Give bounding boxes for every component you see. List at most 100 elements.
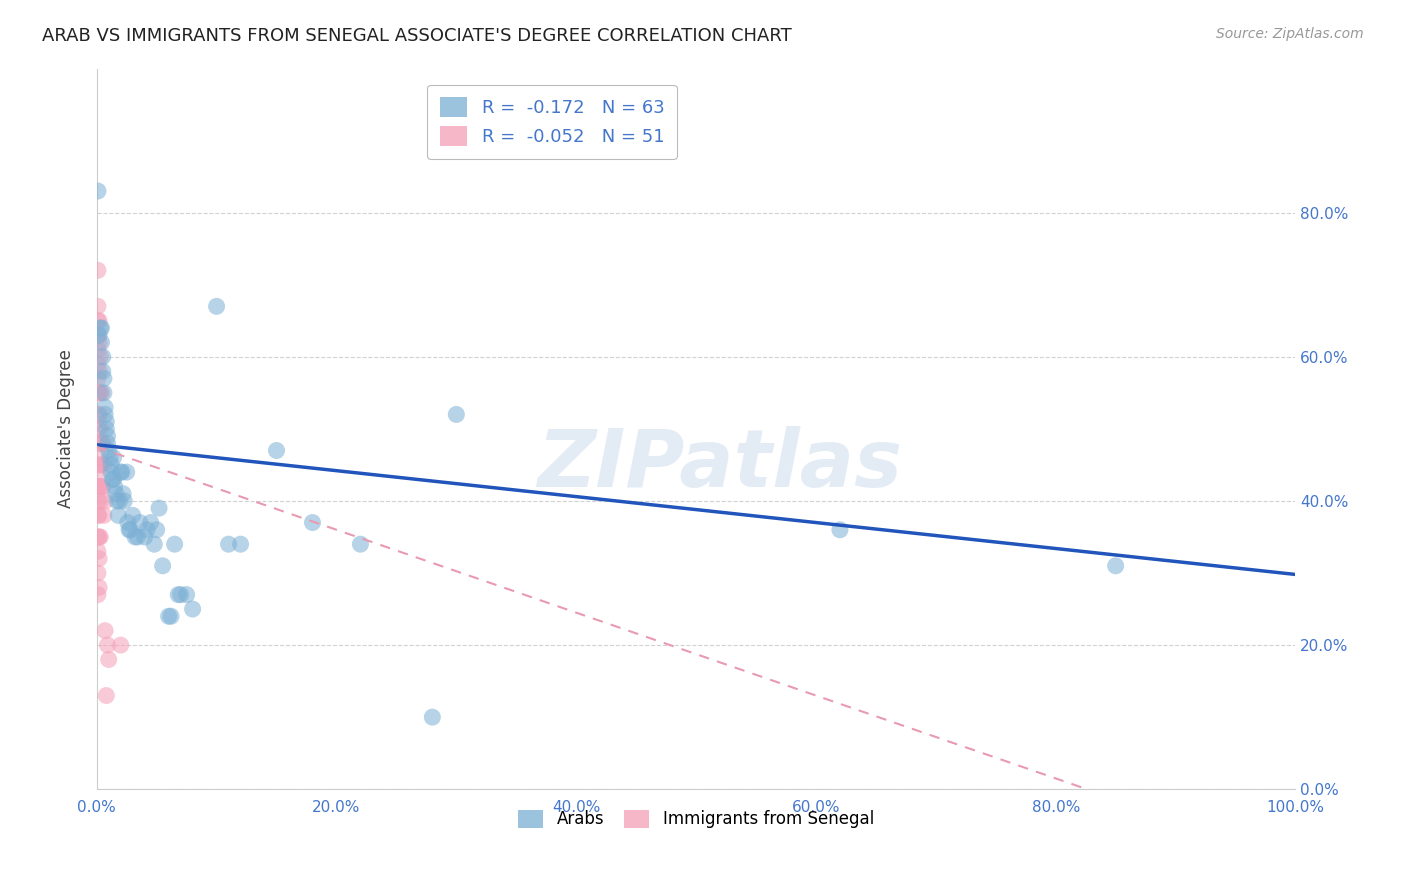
Point [301, 516, 323, 530]
Point [93, 508, 115, 523]
Point [136, 523, 159, 537]
Point [90, 436, 112, 450]
Point [139, 516, 162, 530]
Point [87, 479, 110, 493]
Point [87, 458, 110, 472]
Point [87, 436, 110, 450]
Point [160, 609, 183, 624]
Point [100, 465, 122, 479]
Point [107, 508, 129, 523]
Point [134, 530, 156, 544]
Point [169, 588, 191, 602]
Point [94, 624, 117, 638]
Point [181, 602, 204, 616]
Point [446, 408, 468, 422]
Point [120, 523, 142, 537]
Point [87, 385, 110, 400]
Point [176, 588, 198, 602]
Point [87, 508, 110, 523]
Point [87, 494, 110, 508]
Point [143, 537, 166, 551]
Point [90, 479, 112, 493]
Point [87, 357, 110, 371]
Point [89, 321, 111, 335]
Point [87, 314, 110, 328]
Point [205, 299, 228, 313]
Point [167, 588, 190, 602]
Point [87, 465, 110, 479]
Point [87, 408, 110, 422]
Point [87, 328, 110, 343]
Point [163, 537, 186, 551]
Point [112, 487, 135, 501]
Point [104, 479, 127, 493]
Point [89, 350, 111, 364]
Point [115, 465, 138, 479]
Point [89, 422, 111, 436]
Point [96, 436, 118, 450]
Point [111, 465, 134, 479]
Point [91, 364, 114, 378]
Point [148, 501, 170, 516]
Point [117, 516, 139, 530]
Point [87, 551, 110, 566]
Point [93, 385, 115, 400]
Point [218, 537, 240, 551]
Point [103, 472, 125, 486]
Point [87, 566, 110, 580]
Point [96, 422, 118, 436]
Point [87, 544, 110, 558]
Point [91, 436, 114, 450]
Point [87, 436, 110, 450]
Point [87, 408, 110, 422]
Point [87, 450, 110, 465]
Point [87, 263, 110, 277]
Point [89, 385, 111, 400]
Point [87, 508, 110, 523]
Point [87, 364, 110, 378]
Point [87, 422, 110, 436]
Point [97, 652, 120, 666]
Point [93, 458, 115, 472]
Point [90, 335, 112, 350]
Point [349, 537, 371, 551]
Point [96, 429, 118, 443]
Point [100, 458, 122, 472]
Point [422, 710, 444, 724]
Point [121, 508, 143, 523]
Point [87, 184, 110, 198]
Point [96, 689, 118, 703]
Point [266, 443, 288, 458]
Point [89, 494, 111, 508]
Point [96, 415, 118, 429]
Point [94, 494, 117, 508]
Point [90, 321, 112, 335]
Text: ARAB VS IMMIGRANTS FROM SENEGAL ASSOCIATE'S DEGREE CORRELATION CHART: ARAB VS IMMIGRANTS FROM SENEGAL ASSOCIAT… [42, 27, 792, 45]
Point [108, 494, 131, 508]
Point [110, 465, 132, 479]
Point [90, 385, 112, 400]
Point [828, 523, 851, 537]
Point [93, 371, 115, 385]
Point [103, 450, 125, 465]
Point [87, 479, 110, 493]
Point [89, 530, 111, 544]
Point [87, 328, 110, 343]
Point [89, 458, 111, 472]
Point [91, 350, 114, 364]
Point [87, 530, 110, 544]
Text: Source: ZipAtlas.com: Source: ZipAtlas.com [1216, 27, 1364, 41]
Point [229, 537, 252, 551]
Point [104, 487, 127, 501]
Point [87, 530, 110, 544]
Point [87, 299, 110, 313]
Text: ZIPatlas: ZIPatlas [537, 425, 903, 504]
Point [97, 443, 120, 458]
Point [87, 371, 110, 385]
Point [105, 494, 128, 508]
Point [124, 530, 146, 544]
Point [94, 408, 117, 422]
Point [152, 558, 174, 573]
Point [112, 494, 135, 508]
Point [91, 479, 114, 493]
